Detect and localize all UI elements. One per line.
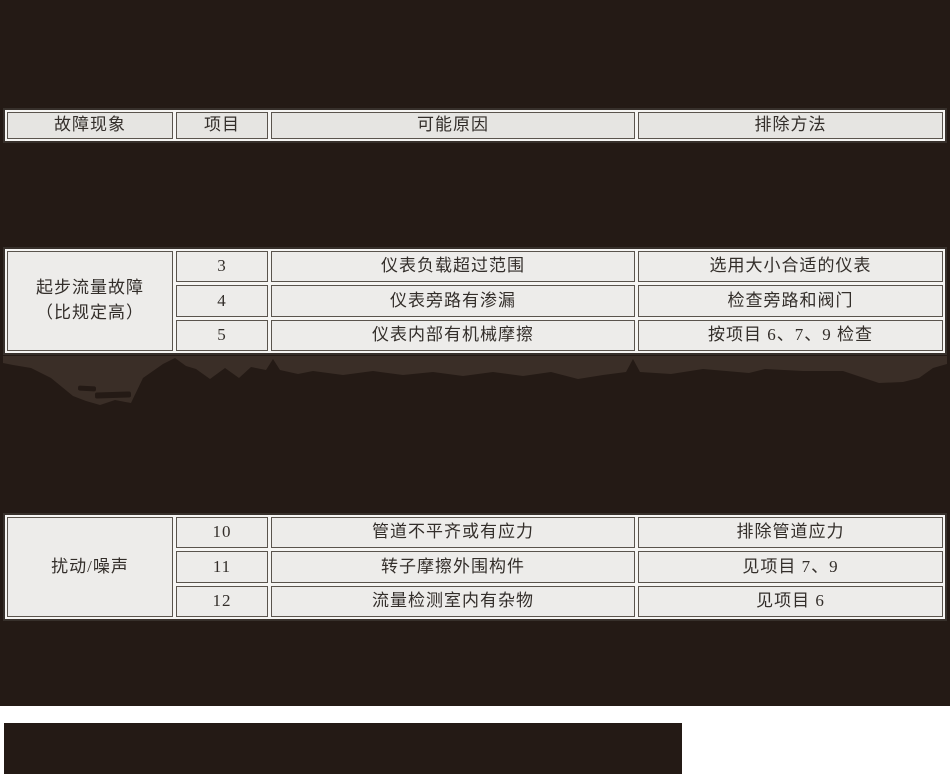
remedy-cell: 排除管道应力 — [638, 517, 943, 549]
redacted-text-remnant — [94, 391, 132, 399]
header-cell-phenomenon: 故障现象 — [7, 112, 173, 139]
header-cell-item: 项目 — [176, 112, 268, 139]
item-number-cell: 10 — [176, 517, 268, 549]
table-header-row: 故障现象 项目 可能原因 排除方法 — [3, 108, 947, 143]
remedy-cell: 见项目 7、9 — [638, 551, 943, 583]
table-section-disturbance-noise: 扰动/噪声 10 管道不平齐或有应力 排除管道应力 11 转子摩擦外围构件 见项… — [3, 513, 947, 621]
cause-cell: 管道不平齐或有应力 — [271, 517, 635, 549]
bottom-dark-strip — [4, 723, 682, 774]
phenomenon-line: 扰动/噪声 — [51, 556, 129, 576]
cause-cell: 仪表负载超过范围 — [271, 251, 635, 283]
phenomenon-cell: 扰动/噪声 — [7, 517, 173, 617]
phenomenon-cell: 起步流量故障 （比规定高） — [7, 251, 173, 351]
item-number-cell: 11 — [176, 551, 268, 583]
item-number-cell: 12 — [176, 585, 268, 617]
phenomenon-line: 起步流量故障 — [36, 278, 144, 298]
item-number-cell: 4 — [176, 285, 268, 317]
table-section-startup-flow-fault: 起步流量故障 （比规定高） 3 仪表负载超过范围 选用大小合适的仪表 4 仪表旁… — [3, 247, 947, 355]
item-number-cell: 3 — [176, 251, 268, 283]
cause-cell: 流量检测室内有杂物 — [271, 585, 635, 617]
cause-cell: 仪表内部有机械摩擦 — [271, 319, 635, 351]
remedy-cell: 选用大小合适的仪表 — [638, 251, 943, 283]
cause-cell: 仪表旁路有渗漏 — [271, 285, 635, 317]
redacted-text-remnant — [77, 385, 97, 392]
remedy-cell: 按项目 6、7、9 检查 — [638, 319, 943, 351]
remedy-cell: 见项目 6 — [638, 585, 943, 617]
header-cell-remedy: 排除方法 — [638, 112, 943, 139]
header-cell-cause: 可能原因 — [271, 112, 635, 139]
item-number-cell: 5 — [176, 319, 268, 351]
cause-cell: 转子摩擦外围构件 — [271, 551, 635, 583]
remedy-cell: 检查旁路和阀门 — [638, 285, 943, 317]
phenomenon-line: （比规定高） — [36, 303, 144, 322]
